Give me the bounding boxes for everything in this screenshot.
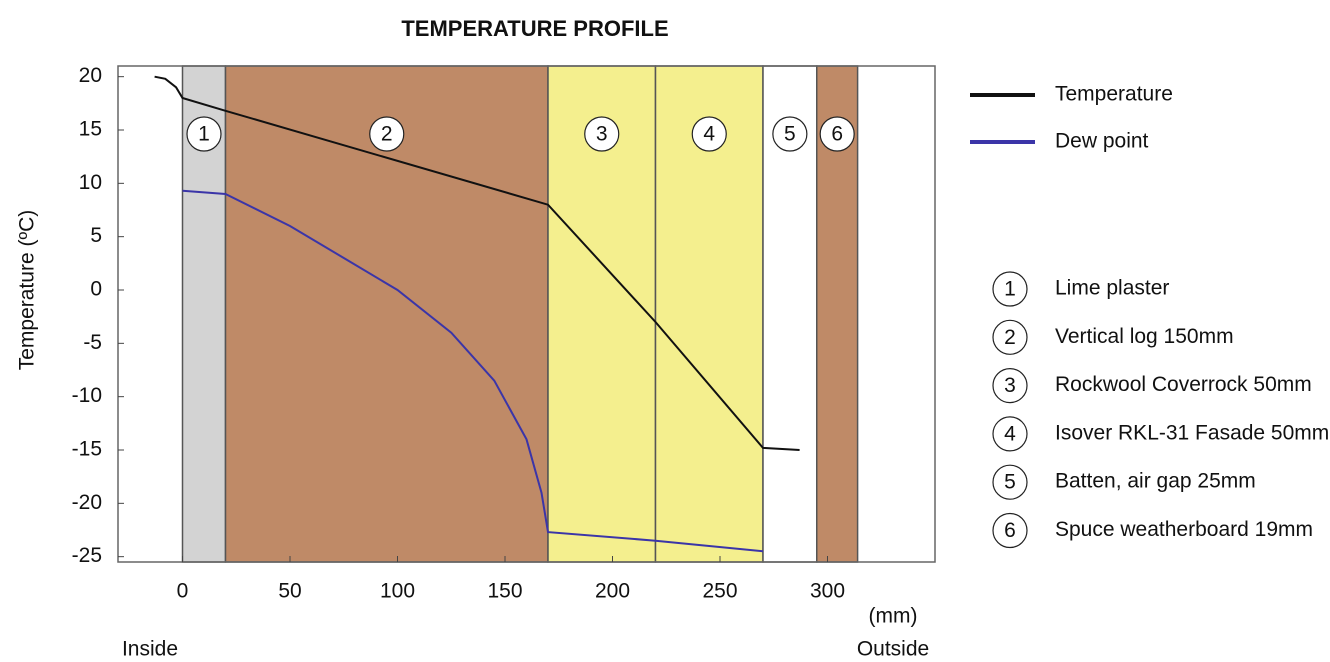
chart-title: TEMPERATURE PROFILE (401, 16, 668, 41)
chart: TEMPERATURE PROFILE Temperature (ºC) (mm… (0, 0, 1330, 662)
legend-label: Dew point (1055, 130, 1149, 153)
y-tick-label: -25 (72, 544, 102, 567)
y-tick-label: 20 (79, 64, 102, 87)
y-tick-label: -15 (72, 438, 102, 461)
layer-number: 6 (831, 123, 843, 146)
legend-number: 2 (1004, 326, 1016, 349)
layer-number: 5 (784, 123, 796, 146)
legend-number: 1 (1004, 278, 1016, 301)
layer-number: 3 (596, 123, 608, 146)
y-tick-label: -10 (72, 384, 102, 407)
y-axis-label: Temperature (ºC) (16, 210, 39, 371)
legend-number: 5 (1004, 471, 1016, 494)
x-tick-label: 0 (177, 580, 189, 603)
outside-label: Outside (857, 638, 929, 661)
y-tick-label: 10 (79, 171, 102, 194)
legend-label: Lime plaster (1055, 277, 1169, 300)
x-tick-label: 150 (487, 580, 522, 603)
y-tick-label: 15 (79, 118, 102, 141)
legend-label: Vertical log 150mm (1055, 325, 1234, 348)
x-tick-label: 200 (595, 580, 630, 603)
y-tick-label: -5 (83, 331, 102, 354)
y-tick-label: -20 (72, 491, 102, 514)
x-tick-label: 50 (278, 580, 301, 603)
layer-number: 2 (381, 123, 393, 146)
legend-number: 4 (1004, 422, 1016, 445)
x-tick-label: 300 (810, 580, 845, 603)
inside-label: Inside (122, 638, 178, 661)
x-unit-label: (mm) (869, 605, 918, 628)
legend-number: 6 (1004, 519, 1016, 542)
y-tick-label: 0 (90, 278, 102, 301)
layer-number: 1 (198, 123, 210, 146)
legend-label: Isover RKL-31 Fasade 50mm (1055, 421, 1329, 444)
legend-label: Batten, air gap 25mm (1055, 470, 1256, 493)
x-tick-label: 250 (702, 580, 737, 603)
y-tick-label: 5 (90, 224, 102, 247)
layer-number: 4 (703, 123, 715, 146)
legend-number: 3 (1004, 374, 1016, 397)
legend-label: Spuce weatherboard 19mm (1055, 518, 1313, 541)
x-tick-label: 100 (380, 580, 415, 603)
legend-label: Temperature (1055, 83, 1173, 106)
legend-label: Rockwool Coverrock 50mm (1055, 373, 1312, 396)
